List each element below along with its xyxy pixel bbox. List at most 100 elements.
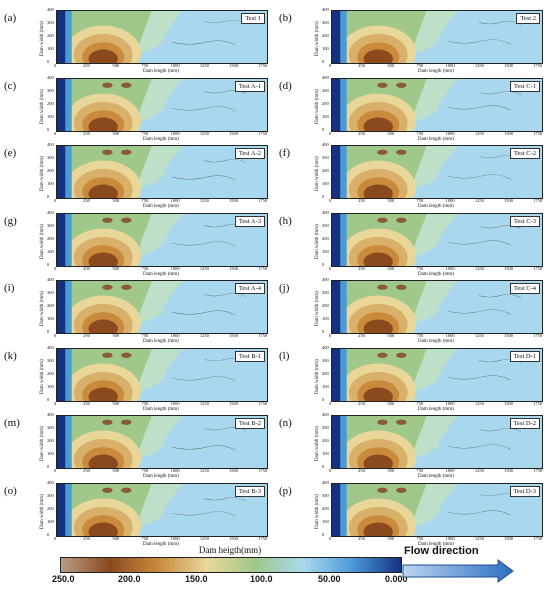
x-axis-label: Dam length (mm) — [418, 541, 454, 547]
x-tick: 1250 — [199, 333, 209, 338]
x-tick: 0 — [54, 265, 57, 271]
x-tick: 1750 — [533, 400, 543, 406]
x-tick: 1750 — [533, 333, 543, 338]
panel-letter: (m) — [4, 417, 20, 429]
map-frame: Test A-1 — [56, 77, 268, 132]
y-tick: 400 — [47, 7, 54, 12]
flow-arrow-icon — [402, 559, 514, 583]
y-tick: 0 — [47, 194, 50, 199]
y-tick: 0 — [322, 396, 325, 402]
y-tick: 300 — [47, 87, 54, 93]
y-axis-label: Dam width (mm) — [315, 358, 320, 394]
y-tick: 300 — [47, 425, 54, 430]
x-tick: 1250 — [474, 400, 484, 406]
x-tick: 1250 — [199, 265, 209, 271]
test-label: Test D-2 — [509, 418, 540, 429]
x-axis-label: Dam length (mm) — [418, 136, 454, 142]
x-tick: 1500 — [504, 63, 513, 68]
x-tick: 1250 — [199, 535, 209, 541]
x-tick: 1750 — [533, 130, 543, 136]
y-axis-label: Dam width (mm) — [315, 21, 320, 56]
dam-height-map — [57, 78, 267, 131]
x-tick: 1250 — [199, 468, 209, 473]
y-axis-label: Dam width (mm) — [40, 426, 45, 461]
y-axis-label: Dam width (mm) — [315, 156, 320, 191]
y-tick: 400 — [47, 209, 54, 215]
panel-letter: (g) — [4, 214, 17, 227]
test-label: Test A-4 — [234, 283, 265, 294]
x-tick: 750 — [416, 535, 424, 541]
dam-height-map — [332, 348, 542, 401]
x-tick: 250 — [358, 265, 365, 271]
y-tick: 0 — [47, 396, 50, 402]
x-tick: 1250 — [474, 535, 484, 541]
x-tick: 1000 — [170, 130, 180, 136]
x-tick: 750 — [416, 198, 424, 203]
test-label: Test C-1 — [509, 80, 540, 92]
map-frame: Test D-1 — [331, 347, 543, 402]
dam-height-map — [57, 281, 267, 333]
x-tick: 750 — [141, 63, 149, 68]
x-tick: 750 — [416, 63, 424, 68]
y-tick: 0 — [47, 59, 50, 64]
x-tick: 500 — [112, 535, 120, 541]
x-tick: 250 — [83, 468, 90, 473]
x-axis-label: Dam length (mm) — [418, 271, 454, 277]
x-axis-label: Dam length (mm) — [418, 474, 454, 479]
flow-direction-label: Flow direction — [404, 545, 479, 557]
x-axis-label: Dam length (mm) — [143, 69, 179, 74]
x-tick: 1500 — [229, 400, 238, 406]
map-panel: (c) Dam width (mm) 400 300 200 100 0 Test A-… — [0, 74, 275, 142]
panel-letter: (f) — [279, 147, 290, 159]
x-tick: 750 — [416, 333, 424, 338]
x-tick: 0 — [54, 198, 57, 203]
y-tick: 100 — [322, 383, 329, 389]
x-tick: 250 — [358, 468, 365, 473]
test-label: Test C-3 — [509, 215, 540, 227]
y-axis-label: Dam width (mm) — [40, 358, 45, 394]
x-tick: 0 — [54, 400, 57, 406]
y-tick: 0 — [322, 531, 325, 537]
y-tick: 200 — [322, 505, 329, 511]
x-tick: 1000 — [445, 265, 455, 271]
y-tick: 400 — [322, 344, 329, 350]
x-tick: 1500 — [504, 535, 513, 541]
map-frame: Test C-2 — [331, 145, 543, 199]
y-tick: 200 — [47, 370, 54, 376]
y-tick: 400 — [322, 7, 329, 12]
x-tick: 250 — [83, 333, 90, 338]
map-panel: (e) Dam width (mm) 400 300 200 100 0 Test A-… — [0, 141, 275, 209]
map-frame: Test B-3 — [56, 482, 268, 537]
dam-height-map — [332, 78, 542, 131]
x-tick: 750 — [141, 198, 149, 203]
y-axis-label: Dam width (mm) — [315, 291, 320, 326]
y-tick: 200 — [47, 303, 54, 308]
y-tick: 400 — [47, 74, 54, 80]
dam-height-map — [57, 348, 267, 401]
dam-height-map — [332, 483, 542, 536]
y-tick: 0 — [322, 126, 325, 132]
test-label: Test A-3 — [234, 215, 265, 227]
y-tick: 200 — [322, 100, 329, 106]
y-tick: 100 — [322, 113, 329, 119]
x-tick: 1750 — [533, 265, 543, 271]
y-tick: 400 — [322, 142, 329, 147]
legend-tick: 150.0 — [185, 574, 208, 584]
x-tick: 1000 — [170, 63, 180, 68]
map-panel: (j) Dam width (mm) 400 300 200 100 0 Test C-… — [275, 276, 550, 344]
y-tick: 0 — [47, 126, 50, 132]
x-axis-label: Dam length (mm) — [418, 69, 454, 74]
y-tick: 0 — [322, 59, 325, 64]
y-tick: 100 — [47, 248, 54, 254]
x-tick: 0 — [329, 265, 332, 271]
y-axis-label: Dam width (mm) — [315, 223, 320, 259]
test-label: Test C-4 — [509, 283, 540, 294]
x-tick: 250 — [83, 535, 90, 541]
map-frame: Test 1 — [56, 10, 268, 64]
x-tick: 1250 — [474, 468, 484, 473]
map-panel: (o) Dam width (mm) 400 300 200 100 0 Test B-… — [0, 479, 275, 547]
y-tick: 200 — [47, 100, 54, 106]
y-axis-label: Dam width (mm) — [315, 493, 320, 529]
x-tick: 750 — [416, 265, 424, 271]
x-tick: 250 — [358, 535, 365, 541]
